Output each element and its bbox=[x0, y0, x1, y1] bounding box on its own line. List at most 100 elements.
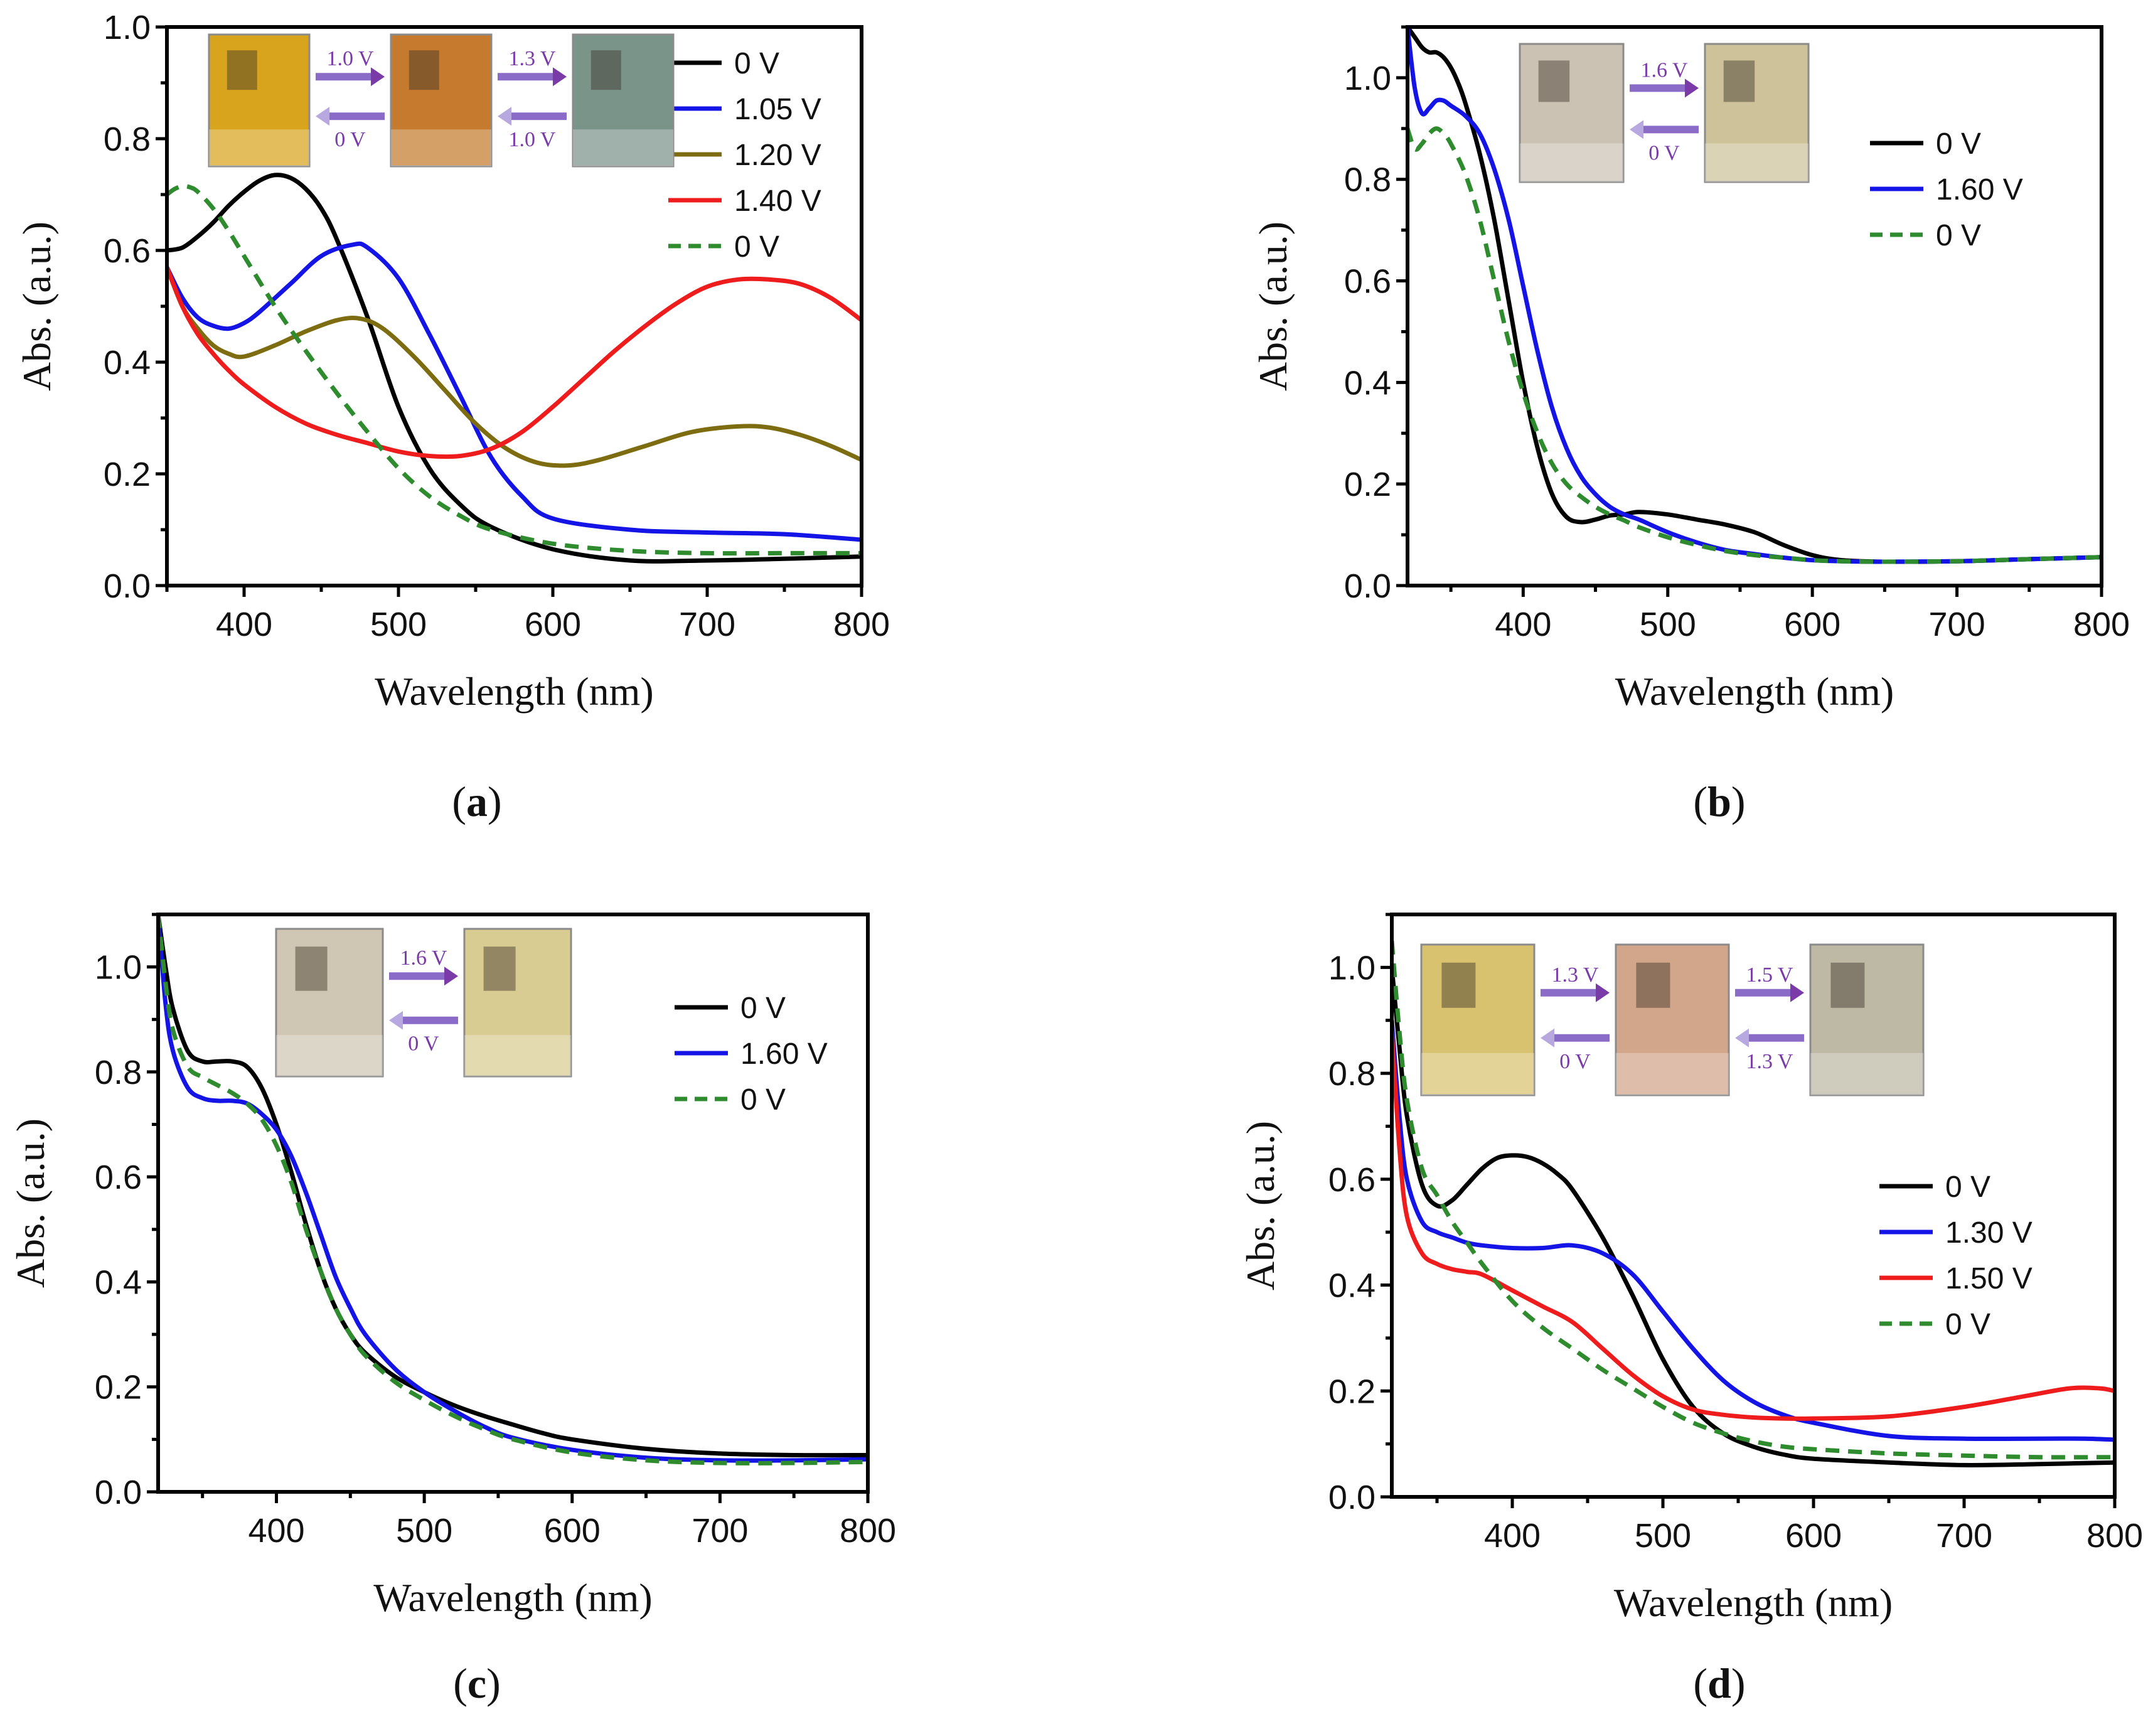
arrow-back-label: 0 V bbox=[334, 128, 366, 151]
cuvette-photo bbox=[1420, 943, 1536, 1096]
inset-photo-strip: 1.6 V 0 V bbox=[275, 928, 572, 1078]
series-line-a-0 bbox=[167, 173, 862, 564]
series-line-b-1 bbox=[1408, 27, 2102, 564]
y-tick-label: 0.0 bbox=[104, 567, 151, 605]
y-tick-label: 0.0 bbox=[1328, 1479, 1376, 1516]
y-tick-label: 0.6 bbox=[95, 1159, 142, 1196]
electrode bbox=[227, 50, 257, 90]
arrow-forward-label: 1.6 V bbox=[1641, 58, 1688, 82]
series-line-c-2 bbox=[158, 914, 868, 1465]
y-tick-label: 0.4 bbox=[1328, 1267, 1376, 1305]
series-line-c-1 bbox=[158, 914, 868, 1463]
electrode bbox=[409, 50, 439, 90]
cuvette-base bbox=[1705, 143, 1808, 182]
y-tick-label: 1.0 bbox=[95, 949, 142, 987]
y-tick-label: 0.4 bbox=[95, 1263, 142, 1301]
electrode bbox=[1538, 60, 1570, 102]
y-tick-label: 0.0 bbox=[1344, 567, 1391, 605]
arrow-forward-head bbox=[1685, 78, 1699, 98]
x-tick-label: 500 bbox=[1640, 606, 1696, 643]
cuvette-photo bbox=[463, 928, 572, 1078]
legend-label: 1.40 V bbox=[734, 185, 821, 218]
cuvette-base bbox=[573, 129, 673, 166]
arrow-back-head bbox=[389, 1010, 403, 1030]
x-tick-label: 800 bbox=[833, 606, 890, 643]
arrow-back-head bbox=[1630, 120, 1643, 139]
panel-caption: (d) bbox=[1693, 1659, 1745, 1707]
legend-label: 1.30 V bbox=[1945, 1216, 2033, 1250]
electrode bbox=[590, 50, 621, 90]
cuvette-photo bbox=[1704, 43, 1810, 183]
panel-caption: (a) bbox=[452, 778, 501, 825]
arrow-forward-label: 1.3 V bbox=[509, 47, 556, 70]
legend: 0 V 1.30 V 1.50 V 0 V bbox=[1879, 1171, 2033, 1341]
electrode bbox=[1830, 962, 1865, 1008]
panel-letter: a bbox=[466, 778, 488, 825]
x-tick-label: 600 bbox=[525, 606, 581, 643]
y-tick-label: 1.0 bbox=[1344, 60, 1391, 97]
panel-a: 400 500 600 700 800 0.0 0.2 0.4 0.6 0.8 1.0 Wavelen… bbox=[14, 9, 890, 825]
y-tick-label: 0.2 bbox=[95, 1369, 142, 1406]
arrow-forward-label: 1.0 V bbox=[327, 47, 374, 70]
legend-label: 1.50 V bbox=[1945, 1262, 2033, 1295]
arrow-back-label: 1.0 V bbox=[509, 128, 556, 151]
series-line-b-2 bbox=[1408, 126, 2102, 564]
arrow-forward-label: 1.5 V bbox=[1746, 963, 1793, 987]
legend-label: 0 V bbox=[740, 992, 786, 1025]
y-tick-label: 0.2 bbox=[1344, 466, 1391, 503]
x-tick-label: 800 bbox=[2073, 606, 2130, 643]
y-tick-label: 0.8 bbox=[1344, 161, 1391, 199]
series-line-b-0 bbox=[1408, 27, 2102, 564]
cuvette-base bbox=[1810, 1053, 1923, 1095]
legend-label: 1.60 V bbox=[740, 1037, 828, 1071]
legend-label: 1.60 V bbox=[1936, 173, 2023, 206]
x-axis-title: Wavelength (nm) bbox=[373, 1575, 652, 1620]
cuvette-photo bbox=[208, 33, 311, 168]
series-line-a-1 bbox=[167, 241, 862, 542]
series-line-d-1 bbox=[1392, 1020, 2115, 1442]
electrode bbox=[1723, 60, 1755, 102]
x-tick-label: 700 bbox=[1936, 1517, 1992, 1555]
arrow-back-head bbox=[498, 107, 511, 126]
legend-label: 0 V bbox=[1945, 1308, 1990, 1341]
cuvette-base bbox=[464, 1035, 571, 1076]
cuvette-photo bbox=[1615, 943, 1730, 1096]
x-axis-title: Wavelength (nm) bbox=[1614, 1580, 1893, 1625]
y-tick-label: 0.2 bbox=[1328, 1373, 1376, 1410]
y-tick-label: 0.4 bbox=[104, 344, 151, 382]
cuvette-base bbox=[1520, 143, 1623, 182]
plot-frame bbox=[1390, 913, 2117, 1499]
electrode bbox=[1636, 962, 1670, 1008]
panel-letter: c bbox=[467, 1659, 486, 1707]
plot-area bbox=[167, 173, 862, 564]
x-tick-label: 600 bbox=[1785, 1517, 1842, 1555]
plot-area bbox=[1392, 940, 2115, 1467]
cuvette-base bbox=[1421, 1053, 1534, 1095]
cuvette-photo bbox=[275, 928, 384, 1078]
arrow-back-head bbox=[316, 107, 329, 126]
series-line-a-3 bbox=[167, 266, 862, 459]
y-tick-label: 0.8 bbox=[95, 1054, 142, 1091]
y-axis-title: Abs. (a.u.) bbox=[1238, 1121, 1283, 1290]
legend-label: 0 V bbox=[1945, 1171, 1990, 1204]
y-tick-label: 0.6 bbox=[1344, 263, 1391, 301]
y-tick-label: 0.8 bbox=[1328, 1055, 1376, 1093]
arrow-back-head bbox=[1541, 1028, 1554, 1047]
x-tick-label: 600 bbox=[1784, 606, 1840, 643]
series-line-d-2 bbox=[1392, 1031, 2115, 1421]
x-tick-label: 600 bbox=[544, 1512, 601, 1550]
legend: 0 V 1.05 V 1.20 V 1.40 V 0 V bbox=[668, 47, 821, 264]
arrow-back-label: 1.3 V bbox=[1746, 1050, 1793, 1073]
arrow-forward-head bbox=[1596, 983, 1610, 1002]
arrow-forward-head bbox=[1790, 983, 1804, 1002]
arrow-forward-head bbox=[371, 67, 385, 87]
cuvette-base bbox=[1616, 1053, 1729, 1095]
x-tick-label: 400 bbox=[1495, 606, 1551, 643]
arrow-forward-head bbox=[553, 67, 567, 87]
y-tick-label: 1.0 bbox=[1328, 949, 1376, 987]
panel-d: 400 500 600 700 800 0.0 0.2 0.4 0.6 0.8 1.0 Wavelen… bbox=[1238, 913, 2143, 1707]
x-axis-title: Wavelength (nm) bbox=[375, 669, 653, 714]
cuvette-photo bbox=[390, 33, 493, 168]
series-line-a-4 bbox=[167, 184, 862, 556]
